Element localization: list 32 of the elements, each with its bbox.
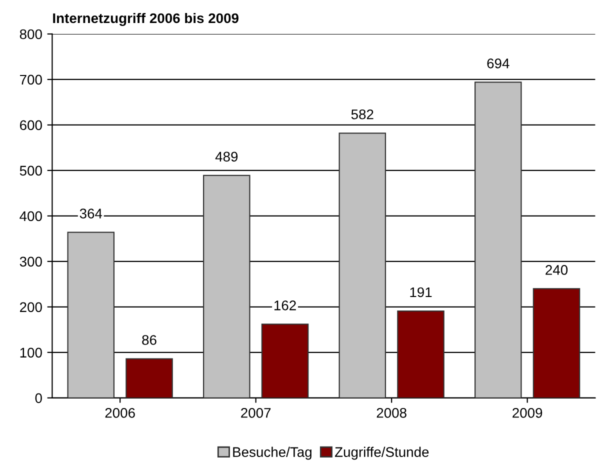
y-tick-label: 100 [20,348,42,358]
bar [126,358,173,398]
bar [67,232,115,398]
bar [474,82,522,398]
legend-label: Besuche/Tag [233,446,312,460]
data-label: 162 [274,300,296,310]
bar [261,324,309,398]
x-tick-label: 2008 [376,408,406,418]
y-tick-label: 500 [20,166,42,176]
y-tick-label: 200 [20,302,42,312]
y-tick-label: 300 [20,256,42,267]
legend-label: Zugriffe/Stunde [334,446,429,460]
y-tick-label: 0 [35,393,42,404]
data-label: 86 [142,335,156,345]
x-tick-label: 2007 [241,408,271,418]
data-label: 489 [215,152,238,162]
bar [532,288,580,398]
data-label: 582 [351,109,374,120]
x-tick-label: 2006 [105,408,135,418]
bar [338,132,386,398]
x-tick-label: 2009 [512,408,542,418]
data-label: 240 [546,265,568,275]
data-label: 191 [410,287,432,298]
data-label: 364 [80,208,102,218]
y-tick-label: 700 [20,74,42,85]
bar [397,310,444,398]
y-tick-label: 800 [20,29,42,40]
y-tick-label: 600 [20,120,42,130]
data-label: 694 [487,58,510,68]
bar [203,174,250,398]
chart-title: Internetzugriff 2006 bis 2009 [53,12,238,26]
y-tick-label: 400 [20,211,42,222]
